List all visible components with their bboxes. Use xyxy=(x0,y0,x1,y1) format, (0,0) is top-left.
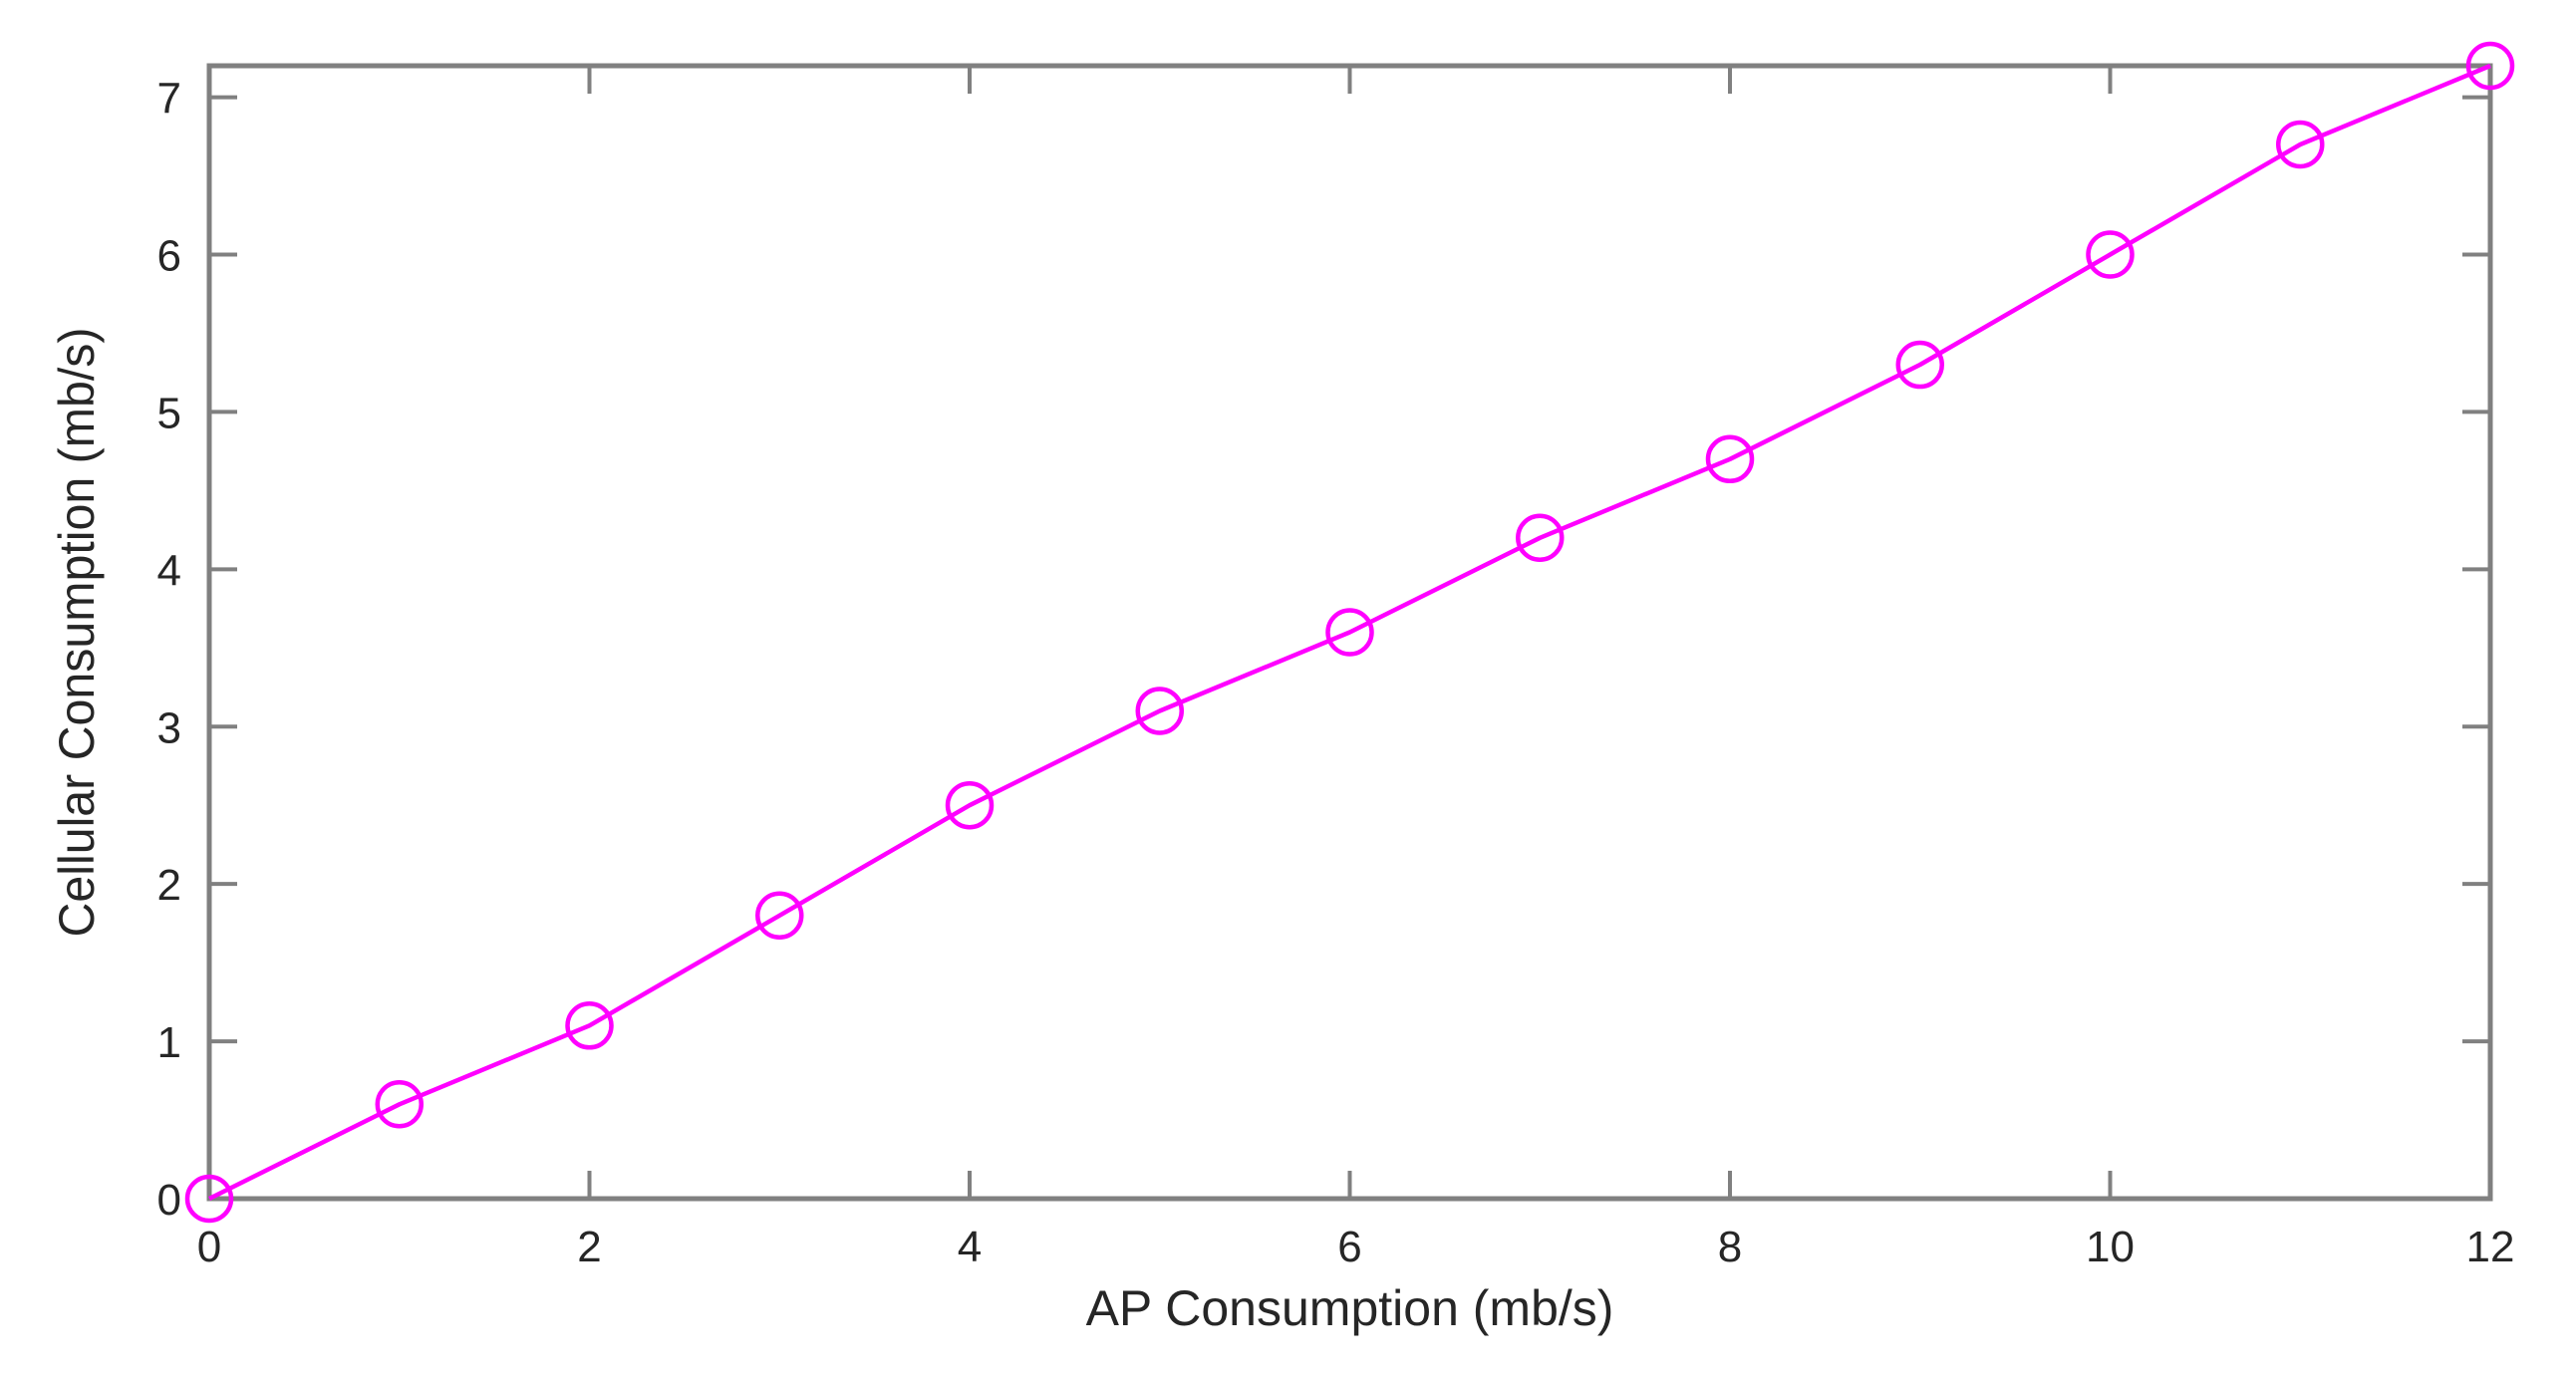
x-axis-ticks: 0 2 4 6 8 10 12 xyxy=(197,66,2515,1271)
series-line xyxy=(207,63,2491,1202)
circle-marker-icon xyxy=(755,891,804,940)
circle-marker-icon xyxy=(1705,434,1755,484)
y-axis-ticks: 0 1 2 3 4 5 6 7 xyxy=(157,75,2490,1225)
x-axis-label: AP Consumption (mb/s) xyxy=(1086,1280,1614,1336)
circle-marker-icon xyxy=(2465,41,2515,91)
x-tick-label: 2 xyxy=(577,1223,601,1271)
circle-marker-icon xyxy=(945,780,995,830)
circle-marker-icon xyxy=(1135,687,1184,735)
x-tick-label: 4 xyxy=(958,1223,982,1271)
y-tick-label: 7 xyxy=(157,75,181,124)
circle-marker-icon xyxy=(565,1001,614,1050)
y-axis-label: Cellular Consumption (mb/s) xyxy=(49,328,105,938)
circle-marker-icon xyxy=(1325,608,1374,657)
circle-marker-icon xyxy=(375,1080,424,1129)
x-tick-label: 10 xyxy=(2086,1223,2135,1271)
y-tick-label: 0 xyxy=(157,1176,181,1225)
circle-marker-icon xyxy=(184,1174,234,1224)
y-tick-label: 4 xyxy=(157,546,181,595)
circle-marker-icon xyxy=(1895,340,1944,390)
y-tick-label: 1 xyxy=(157,1018,181,1067)
y-tick-label: 5 xyxy=(157,389,181,437)
circle-marker-icon xyxy=(2276,120,2325,169)
y-tick-label: 2 xyxy=(157,861,181,910)
x-tick-label: 0 xyxy=(197,1223,221,1271)
y-tick-label: 6 xyxy=(157,232,181,281)
circle-marker-icon xyxy=(2086,230,2135,279)
y-tick-label: 3 xyxy=(157,703,181,752)
x-tick-label: 6 xyxy=(1337,1223,1361,1271)
x-tick-label: 12 xyxy=(2466,1223,2515,1271)
series-layer xyxy=(184,41,2515,1224)
circle-marker-icon xyxy=(1516,513,1565,562)
x-tick-label: 8 xyxy=(1718,1223,1742,1271)
